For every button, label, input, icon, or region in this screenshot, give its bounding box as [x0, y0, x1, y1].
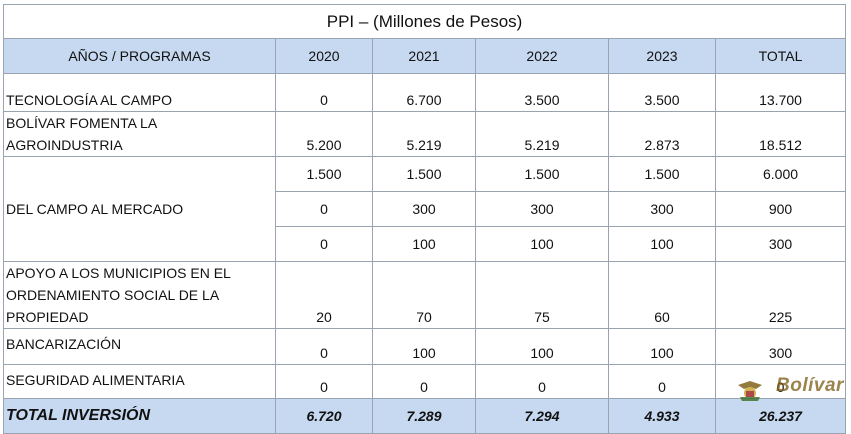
header-2020: 2020 — [275, 38, 373, 74]
row-label-seguridad: SEGURIDAD ALIMENTARIA — [3, 364, 276, 399]
cell-value: 6.700 — [372, 73, 476, 112]
cell-value: 225 — [714, 261, 847, 329]
table-row: APOYO A LOS MUNICIPIOS EN EL ORDENAMIENT… — [3, 261, 847, 329]
total-value: 7.294 — [475, 398, 609, 434]
cell-value: 0 — [475, 364, 609, 399]
cell-value: 1.500 — [275, 156, 373, 192]
cell-value: 100 — [372, 328, 476, 365]
cell-value: 100 — [608, 226, 716, 262]
cell-value: 75 — [475, 261, 609, 329]
cell-value: 0 — [275, 73, 373, 112]
cell-value: 1.500 — [608, 156, 716, 192]
cell-value: 0 — [275, 191, 373, 227]
cell-value: 0 — [275, 328, 373, 365]
cell-value: 2.873 — [608, 111, 716, 157]
row-label-campo: DEL CAMPO AL MERCADO — [3, 156, 276, 262]
cell-value: 5.219 — [475, 111, 609, 157]
cell-value: 300 — [475, 191, 609, 227]
cell-value: 0 — [372, 364, 476, 399]
header-total: TOTAL — [714, 38, 847, 74]
header-programs: AÑOS / PROGRAMAS — [3, 38, 276, 74]
total-row: TOTAL INVERSIÓN 6.720 7.289 7.294 4.933 … — [3, 398, 847, 434]
ppi-investment-table: PPI – (Millones de Pesos) AÑOS / PROGRAM… — [2, 4, 847, 434]
cell-value: 100 — [372, 226, 476, 262]
cell-value: 0 — [608, 364, 716, 399]
row-label-apoyo: APOYO A LOS MUNICIPIOS EN EL ORDENAMIENT… — [3, 261, 276, 329]
table-row: BOLÍVAR FOMENTA LA AGROINDUSTRIA 5.200 5… — [3, 111, 847, 157]
cell-value: 0 — [714, 364, 847, 399]
ppi-table-sheet: PPI – (Millones de Pesos) AÑOS / PROGRAM… — [2, 4, 847, 434]
cell-value: 3.500 — [608, 73, 716, 112]
title-row: PPI – (Millones de Pesos) — [2, 4, 847, 39]
total-value: 4.933 — [608, 398, 716, 434]
row-label-tecnologia: TECNOLOGÍA AL CAMPO — [3, 73, 276, 112]
cell-value: 20 — [275, 261, 373, 329]
total-label: TOTAL INVERSIÓN — [3, 398, 276, 434]
total-value: 7.289 — [372, 398, 476, 434]
table-row: TECNOLOGÍA AL CAMPO 0 6.700 3.500 3.500 … — [3, 73, 847, 112]
cell-value: 60 — [608, 261, 716, 329]
cell-value: 13.700 — [714, 73, 847, 112]
cell-value: 6.000 — [714, 156, 847, 192]
total-value: 6.720 — [275, 398, 373, 434]
cell-value: 3.500 — [475, 73, 609, 112]
cell-value: 0 — [275, 226, 373, 262]
table-row: BANCARIZACIÓN 0 100 100 100 300 — [3, 328, 847, 365]
cell-value: 1.500 — [475, 156, 609, 192]
cell-value: 300 — [608, 191, 716, 227]
cell-value: 100 — [475, 226, 609, 262]
cell-value: 70 — [372, 261, 476, 329]
header-2022: 2022 — [475, 38, 609, 74]
cell-value: 300 — [714, 226, 847, 262]
total-value: 26.237 — [714, 398, 847, 434]
row-label-bancarizacion: BANCARIZACIÓN — [3, 328, 276, 365]
table-row: 0 100 100 100 300 — [4, 226, 847, 262]
cell-value: 18.512 — [714, 111, 847, 157]
cell-value: 1.500 — [372, 156, 476, 192]
cell-value: 100 — [475, 328, 609, 365]
table-row: DEL CAMPO AL MERCADO 1.500 1.500 1.500 1… — [3, 156, 847, 262]
cell-value: 0 — [275, 364, 373, 399]
cell-value: 100 — [608, 328, 716, 365]
cell-value: 900 — [714, 191, 847, 227]
table-title: PPI – (Millones de Pesos) — [2, 4, 847, 39]
header-row: AÑOS / PROGRAMAS 2020 2021 2022 2023 TOT… — [3, 38, 847, 74]
header-2021: 2021 — [372, 38, 476, 74]
row-label-bolivar: BOLÍVAR FOMENTA LA AGROINDUSTRIA — [3, 111, 276, 157]
table-row: SEGURIDAD ALIMENTARIA 0 0 0 0 0 — [3, 364, 847, 399]
cell-value: 5.219 — [372, 111, 476, 157]
cell-value: 300 — [714, 328, 847, 365]
header-2023: 2023 — [608, 38, 716, 74]
cell-value: 5.200 — [275, 111, 373, 157]
cell-value: 300 — [372, 191, 476, 227]
